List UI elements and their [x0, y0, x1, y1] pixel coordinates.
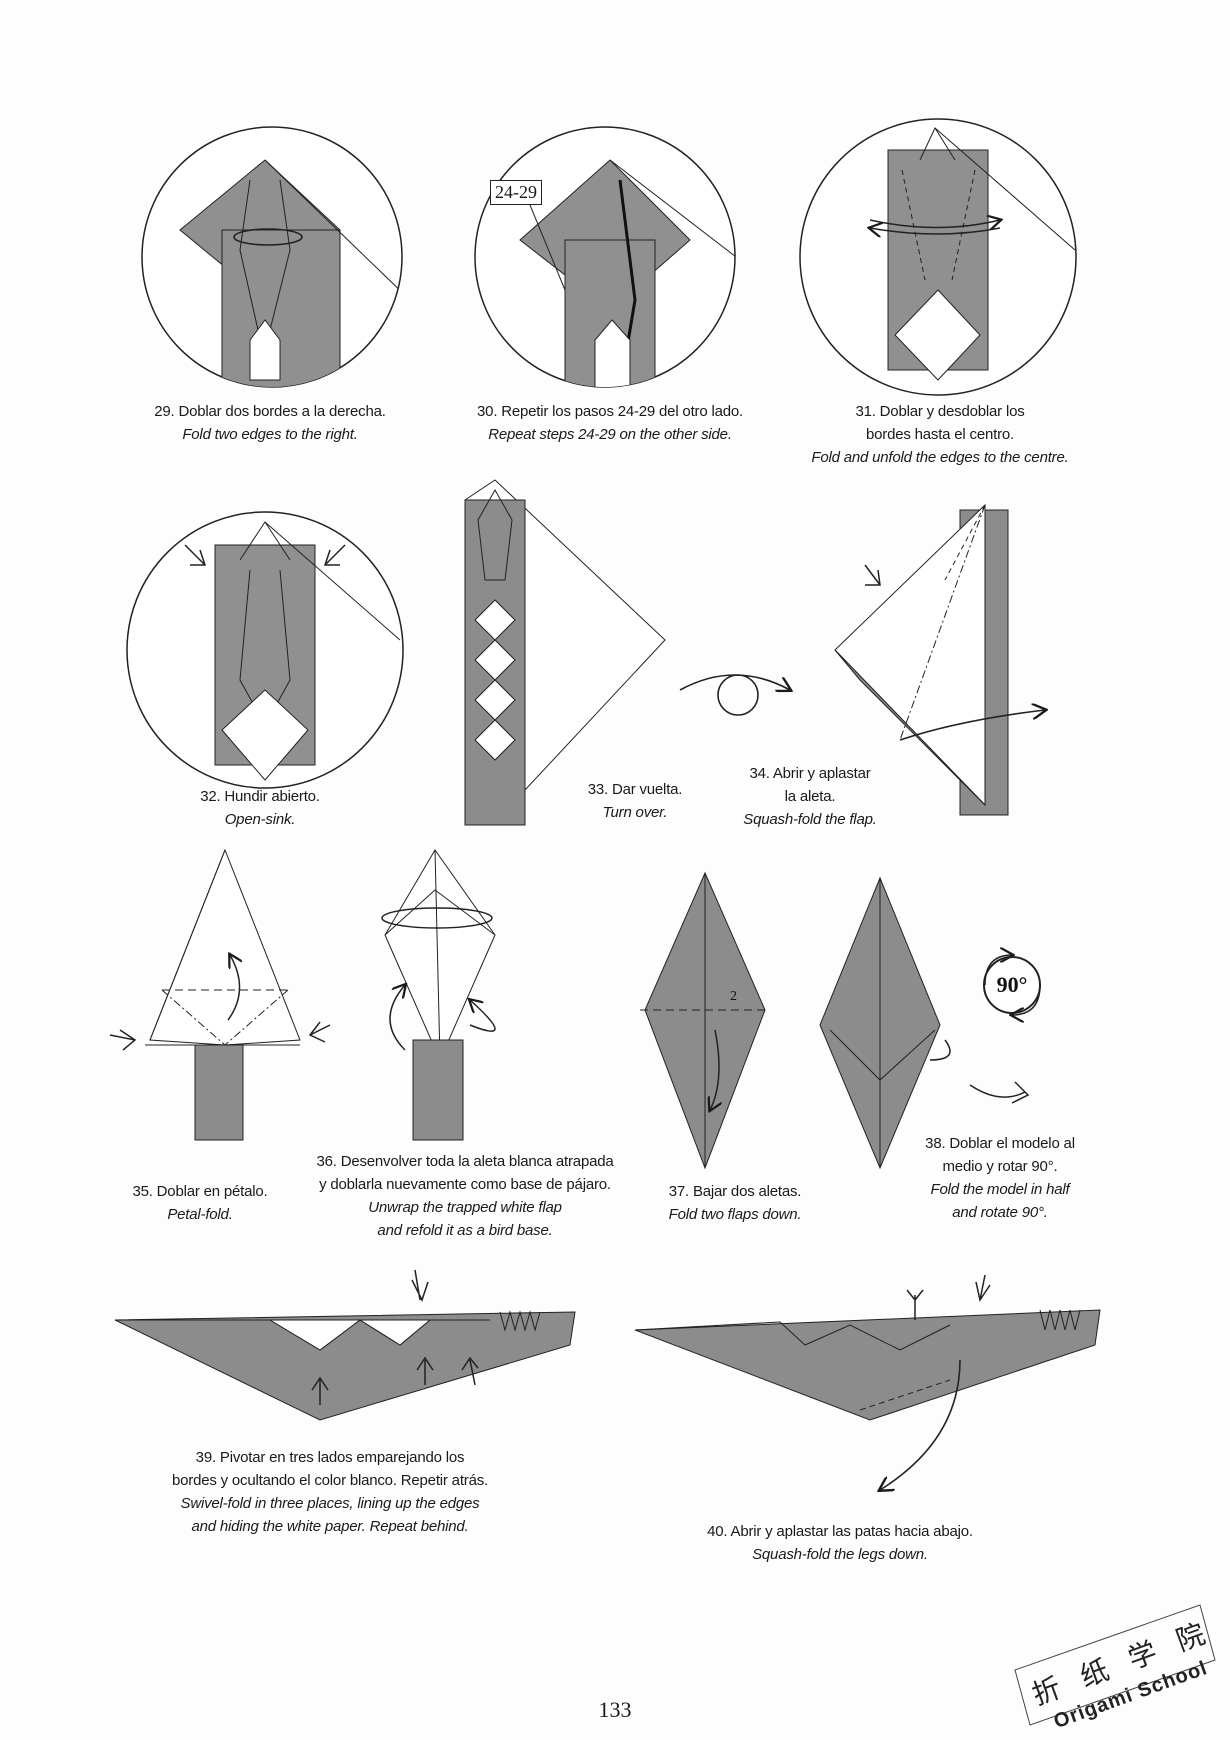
- diagram-step-33: [464, 479, 666, 826]
- caption-40-en: Squash-fold the legs down.: [752, 1546, 928, 1563]
- diagram-step-38: 90°: [819, 876, 1041, 1170]
- diagram-step-29: [141, 126, 403, 388]
- caption-35-en: Petal-fold.: [167, 1206, 233, 1223]
- caption-29-en: Fold two edges to the right.: [182, 426, 358, 443]
- diagram-step-30: [474, 126, 736, 388]
- diagram-step-39: [114, 1269, 576, 1421]
- diagram-step-36: [381, 849, 496, 1141]
- page-number: 133: [598, 1697, 632, 1722]
- caption-36-en-2: and refold it as a bird base.: [377, 1222, 553, 1239]
- caption-39-es-2: bordes y ocultando el color blanco. Repe…: [171, 1472, 489, 1489]
- caption-38-en-1: Fold the model in half: [930, 1181, 1070, 1198]
- diagram-step-32: [126, 511, 404, 789]
- rotate-90-badge: 90°: [997, 972, 1028, 997]
- diagram-step-35: [109, 848, 331, 1141]
- caption-38-es-1: 38. Doblar el modelo al: [925, 1135, 1075, 1152]
- caption-31-es-2: bordes hasta el centro.: [866, 426, 1014, 443]
- caption-38-es-2: medio y rotar 90°.: [942, 1158, 1058, 1175]
- caption-39-en-2: and hiding the white paper. Repeat behin…: [191, 1518, 469, 1535]
- caption-step-33: 33. Dar vuelta. Turn over.: [560, 778, 710, 824]
- turn-over-symbol: [679, 674, 790, 716]
- step-37-flap-count: 2: [730, 989, 737, 1004]
- caption-step-39: 39. Pivotar en tres lados emparejando lo…: [140, 1446, 520, 1538]
- caption-step-37: 37. Bajar dos aletas. Fold two flaps dow…: [640, 1180, 830, 1226]
- caption-step-38: 38. Doblar el modelo al medio y rotar 90…: [890, 1132, 1110, 1224]
- caption-30-es: 30. Repetir los pasos 24-29 del otro lad…: [477, 403, 743, 420]
- caption-step-36: 36. Desenvolver toda la aleta blanca atr…: [290, 1150, 640, 1242]
- caption-31-en: Fold and unfold the edges to the centre.: [811, 449, 1069, 466]
- caption-step-29: 29. Doblar dos bordes a la derecha. Fold…: [120, 400, 420, 446]
- caption-step-34: 34. Abrir y aplastar la aleta. Squash-fo…: [720, 762, 900, 831]
- caption-36-es-2: y doblarla nuevamente como base de pájar…: [319, 1176, 611, 1193]
- caption-38-en-2: and rotate 90°.: [952, 1204, 1048, 1221]
- caption-32-en: Open-sink.: [224, 811, 296, 828]
- caption-31-es-1: 31. Doblar y desdoblar los: [855, 403, 1025, 420]
- caption-37-en: Fold two flaps down.: [668, 1206, 802, 1223]
- caption-step-32: 32. Hundir abierto. Open-sink.: [160, 785, 360, 831]
- caption-34-es-1: 34. Abrir y aplastar: [749, 765, 871, 782]
- diagram-step-34: [834, 503, 1045, 816]
- caption-step-40: 40. Abrir y aplastar las patas hacia aba…: [680, 1520, 1000, 1566]
- caption-step-30: 30. Repetir los pasos 24-29 del otro lad…: [450, 400, 770, 446]
- caption-35-es: 35. Doblar en pétalo.: [132, 1183, 268, 1200]
- caption-33-en: Turn over.: [602, 804, 668, 821]
- step-30-reference-box: 24-29: [490, 180, 542, 205]
- caption-step-35: 35. Doblar en pétalo. Petal-fold.: [110, 1180, 290, 1226]
- caption-36-en-1: Unwrap the trapped white flap: [368, 1199, 562, 1216]
- diagram-step-31: [799, 118, 1077, 396]
- caption-34-es-2: la aleta.: [784, 788, 836, 805]
- step-30-reference-label: 24-29: [495, 182, 537, 202]
- stamp-border: [1014, 1604, 1216, 1726]
- caption-33-es: 33. Dar vuelta.: [587, 781, 683, 798]
- caption-36-es-1: 36. Desenvolver toda la aleta blanca atr…: [316, 1153, 614, 1170]
- caption-39-es-1: 39. Pivotar en tres lados emparejando lo…: [195, 1449, 465, 1466]
- diagram-step-40: [634, 1274, 1101, 1490]
- caption-39-en-1: Swivel-fold in three places, lining up t…: [180, 1495, 480, 1512]
- diagram-step-37: 2: [640, 871, 770, 1170]
- caption-34-en: Squash-fold the flap.: [743, 811, 877, 828]
- caption-29-es: 29. Doblar dos bordes a la derecha.: [154, 403, 386, 420]
- caption-30-en: Repeat steps 24-29 on the other side.: [488, 426, 732, 443]
- caption-40-es: 40. Abrir y aplastar las patas hacia aba…: [707, 1523, 973, 1540]
- caption-37-es: 37. Bajar dos aletas.: [668, 1183, 802, 1200]
- caption-32-es: 32. Hundir abierto.: [200, 788, 320, 805]
- watermark-stamp: 折 纸 学 院 Origami School: [1010, 1600, 1220, 1733]
- caption-step-31: 31. Doblar y desdoblar los bordes hasta …: [790, 400, 1090, 469]
